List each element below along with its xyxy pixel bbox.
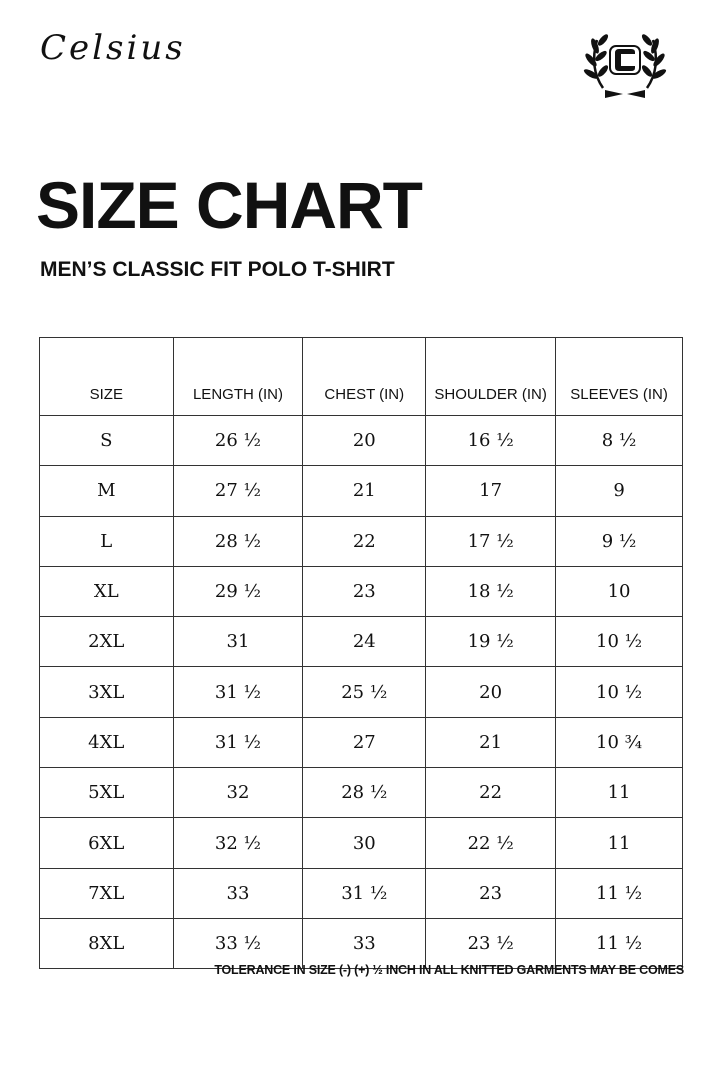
table-cell: 19 ½ <box>425 616 557 668</box>
table-cell: 11 ½ <box>555 917 683 970</box>
table-cell: 33 <box>172 867 304 919</box>
table-cell: M <box>39 465 174 517</box>
table-cell: 20 <box>302 414 427 467</box>
table-cell: 21 <box>425 716 557 769</box>
table-cell: 17 ½ <box>425 515 557 567</box>
table-cell: 10 ½ <box>555 666 683 718</box>
size-chart-table: SIZE LENGTH (IN) CHEST (IN) SHOULDER (IN) SL… <box>39 337 683 970</box>
table-cell: 23 <box>302 565 427 618</box>
table-row: M 27 ½ 21 17 9 <box>39 465 683 517</box>
table-row: 3XL 31 ½ 25 ½ 20 10 ½ <box>39 666 683 718</box>
table-cell: 29 ½ <box>172 565 304 618</box>
table-cell: 23 ½ <box>425 917 557 970</box>
table-cell: 11 <box>555 817 683 869</box>
table-cell: 32 ½ <box>172 817 304 869</box>
table-cell: L <box>39 515 174 567</box>
table-cell: 24 <box>302 616 427 668</box>
column-header: SIZE <box>39 337 174 416</box>
table-cell: 22 <box>302 515 427 567</box>
table-cell: 31 ½ <box>172 716 304 769</box>
table-cell: 3XL <box>39 666 174 718</box>
table-cell: 28 ½ <box>172 515 304 567</box>
table-row: 4XL 31 ½ 27 21 10 ¾ <box>39 716 683 769</box>
table-cell: 31 ½ <box>172 666 304 718</box>
table-cell: 16 ½ <box>425 414 557 467</box>
table-cell: 27 <box>302 716 427 769</box>
brand-name: Celsius <box>40 28 186 68</box>
table-cell: 8 ½ <box>555 414 683 467</box>
table-cell: 10 ¾ <box>555 716 683 769</box>
table-cell: 33 ½ <box>172 917 304 970</box>
table-row: 2XL 31 24 19 ½ 10 ½ <box>39 616 683 668</box>
column-header: SHOULDER (IN) <box>425 337 557 416</box>
table-cell: 25 ½ <box>302 666 427 718</box>
column-header: SLEEVES (IN) <box>555 337 683 416</box>
table-cell: 20 <box>425 666 557 718</box>
table-cell: 23 <box>425 867 557 919</box>
table-cell: 9 ½ <box>555 515 683 567</box>
table-cell: 5XL <box>39 767 174 819</box>
table-row: XL 29 ½ 23 18 ½ 10 <box>39 565 683 618</box>
table-cell: 4XL <box>39 716 174 769</box>
column-header: LENGTH (IN) <box>172 337 304 416</box>
table-cell: 9 <box>555 465 683 517</box>
table-cell: 11 <box>555 767 683 819</box>
table-cell: 30 <box>302 817 427 869</box>
table-cell: 31 ½ <box>302 867 427 919</box>
tolerance-note: TOLERANCE IN SIZE (-) (+) ½ INCH IN ALL … <box>214 963 684 977</box>
table-row: 8XL 33 ½ 33 23 ½ 11 ½ <box>39 917 683 970</box>
table-cell: 21 <box>302 465 427 517</box>
table-cell: 11 ½ <box>555 867 683 919</box>
table-cell: XL <box>39 565 174 618</box>
table-cell: 22 ½ <box>425 817 557 869</box>
table-row: 6XL 32 ½ 30 22 ½ 11 <box>39 817 683 869</box>
table-row: 7XL 33 31 ½ 23 11 ½ <box>39 867 683 919</box>
table-cell: 18 ½ <box>425 565 557 618</box>
laurel-logo-icon <box>583 34 667 98</box>
page-subtitle: MEN’S CLASSIC FIT POLO T-SHIRT <box>40 258 395 281</box>
table-cell: 27 ½ <box>172 465 304 517</box>
table-cell: 28 ½ <box>302 767 427 819</box>
table-cell: 33 <box>302 917 427 970</box>
table-cell: 2XL <box>39 616 174 668</box>
table-header-row: SIZE LENGTH (IN) CHEST (IN) SHOULDER (IN) SL… <box>39 337 683 416</box>
table-cell: 17 <box>425 465 557 517</box>
column-header: CHEST (IN) <box>302 337 427 416</box>
table-cell: 10 ½ <box>555 616 683 668</box>
table-cell: 7XL <box>39 867 174 919</box>
table-cell: 6XL <box>39 817 174 869</box>
table-cell: 26 ½ <box>172 414 304 467</box>
table-cell: S <box>39 414 174 467</box>
table-cell: 31 <box>172 616 304 668</box>
page-title: SIZE CHART <box>36 168 423 242</box>
table-cell: 22 <box>425 767 557 819</box>
table-cell: 32 <box>172 767 304 819</box>
table-cell: 10 <box>555 565 683 618</box>
table-row: 5XL 32 28 ½ 22 11 <box>39 767 683 819</box>
table-cell: 8XL <box>39 917 174 970</box>
